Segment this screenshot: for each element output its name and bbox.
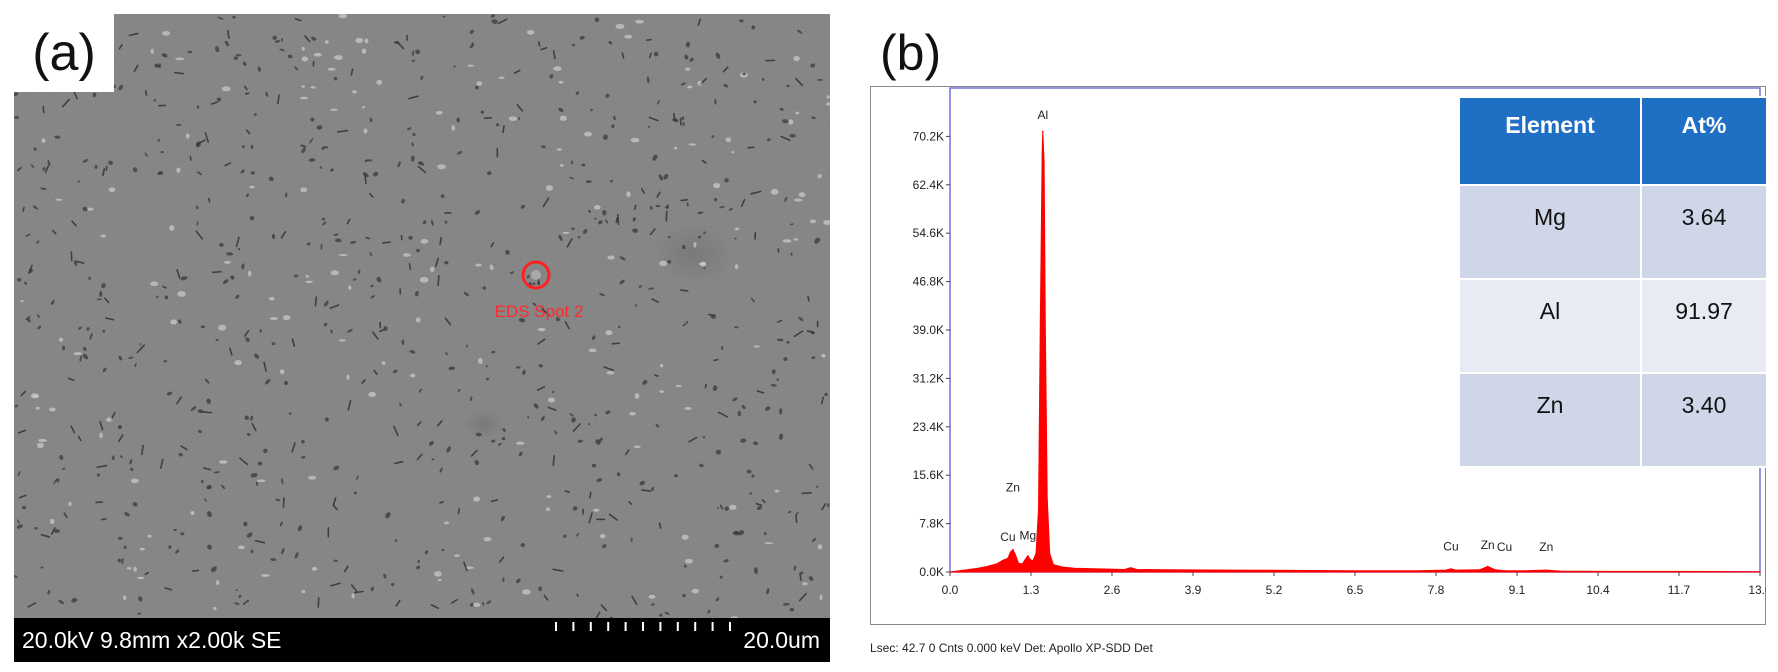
x-tick-label: 11.7 (1668, 583, 1691, 597)
y-tick-label: 31.2K (913, 371, 944, 385)
x-tick-label: 7.8 (1428, 583, 1445, 597)
x-tick-label: 1.3 (1023, 583, 1040, 597)
eds-spot-marker (521, 260, 551, 290)
sem-surface-features (14, 14, 830, 618)
eds-spot-label: EDS Spot 2 (495, 302, 584, 321)
peak-label: Cu (1497, 540, 1512, 554)
table-row: Zn 3.40 (1458, 372, 1768, 468)
peak-point (1027, 555, 1029, 557)
sem-micrograph: EDS Spot 2 (14, 14, 830, 618)
x-tick-label: 13.0 (1748, 583, 1766, 597)
scale-bar-label: 20.0um (743, 627, 820, 653)
sem-panel: EDS Spot 2 (a) 20.0kV 9.8mm x2.00k SE 20… (14, 14, 830, 662)
peak-label: Zn (1539, 540, 1553, 554)
peak-point (1503, 569, 1506, 572)
peak-point (1012, 548, 1014, 551)
x-tick-label: 0.0 (942, 583, 959, 597)
x-tick-label: 3.9 (1185, 583, 1202, 597)
peak-label: Cu (1443, 539, 1458, 553)
peak-point (1486, 565, 1489, 568)
header-element: Element (1458, 96, 1642, 186)
cell-at-percent: 3.64 (1640, 184, 1768, 280)
peak-point (1450, 568, 1452, 570)
y-tick-label: 46.8K (913, 275, 944, 289)
cell-element: Mg (1458, 184, 1642, 280)
peak-label: Zn (1006, 480, 1020, 494)
y-tick-label: 23.4K (913, 420, 944, 434)
cell-at-percent: 3.40 (1640, 372, 1768, 468)
peak-label: Cu (1000, 530, 1015, 544)
x-tick-label: 9.1 (1509, 583, 1526, 597)
panel-b-label: (b) (880, 25, 942, 81)
scale-bar-ticks (555, 622, 731, 631)
sem-info-bar: 20.0kV 9.8mm x2.00k SE 20.0um (14, 618, 830, 662)
y-tick-label: 54.6K (913, 226, 944, 240)
table-row: Al 91.97 (1458, 278, 1768, 374)
x-tick-label: 6.5 (1347, 583, 1364, 597)
panel-a-label: (a) (14, 14, 114, 92)
peak-label: Zn (1481, 538, 1495, 552)
peak-point (1042, 130, 1044, 133)
y-tick-label: 0.0K (919, 565, 944, 579)
composition-table: Element At% Mg 3.64 Al 91.97 Zn 3.40 (1458, 96, 1768, 468)
x-tick-label: 2.6 (1104, 583, 1121, 597)
peak-point (1007, 557, 1009, 560)
peak-label: Mg (1020, 529, 1037, 543)
peak-point (1545, 569, 1548, 571)
y-tick-label: 62.4K (913, 178, 944, 192)
x-tick-label: 10.4 (1586, 583, 1610, 597)
cell-at-percent: 91.97 (1640, 278, 1768, 374)
peak-label: Al (1038, 108, 1049, 122)
sem-acquisition-info: 20.0kV 9.8mm x2.00k SE (22, 627, 282, 653)
table-row: Mg 3.64 (1458, 184, 1768, 280)
x-tick-label: 5.2 (1266, 583, 1283, 597)
cell-element: Al (1458, 278, 1642, 374)
y-tick-label: 70.2K (913, 129, 944, 143)
y-tick-label: 39.0K (913, 323, 944, 337)
y-tick-label: 7.8K (919, 517, 944, 531)
spectrum-series (949, 131, 1761, 573)
y-tick-label: 15.6K (913, 468, 944, 482)
eds-footer-info: Lsec: 42.7 0 Cnts 0.000 keV Det: Apollo … (870, 641, 1153, 655)
header-at-percent: At% (1640, 96, 1768, 186)
cell-element: Zn (1458, 372, 1642, 468)
